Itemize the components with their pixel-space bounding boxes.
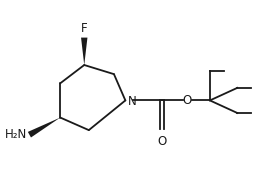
Text: O: O (157, 135, 167, 148)
Polygon shape (81, 38, 87, 65)
Text: F: F (81, 22, 87, 35)
Text: N: N (128, 95, 137, 108)
Text: O: O (183, 94, 192, 107)
Polygon shape (28, 117, 60, 137)
Text: H₂N: H₂N (5, 128, 27, 141)
